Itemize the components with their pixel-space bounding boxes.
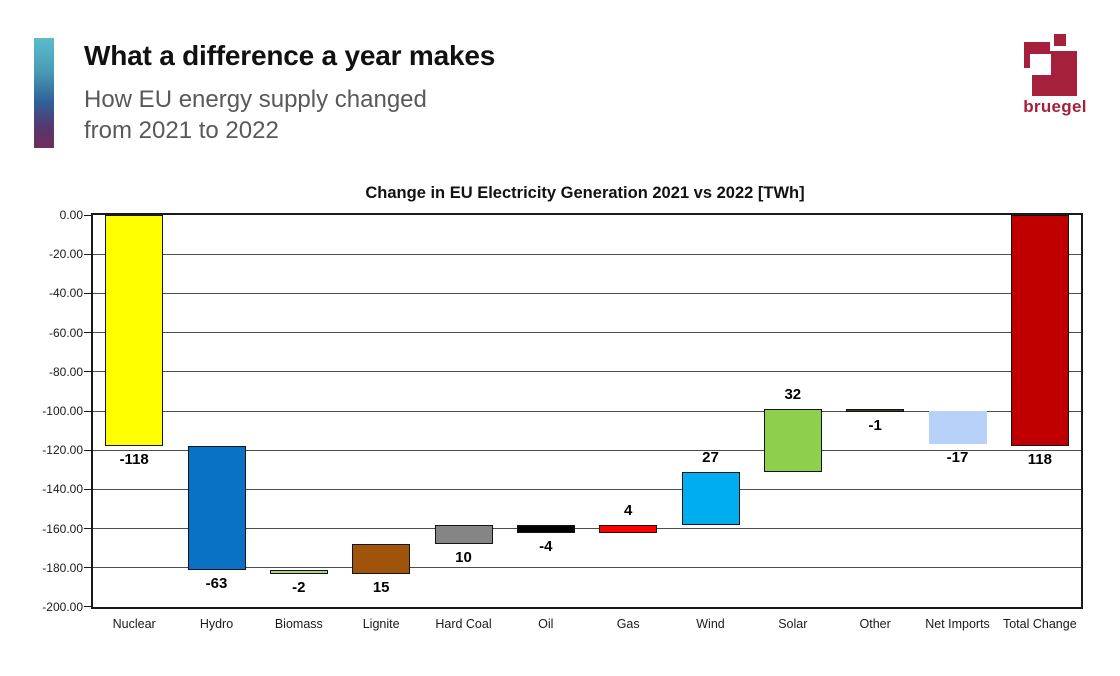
bar-value-label-hydro: -63 <box>205 574 228 592</box>
y-axis-label: -180.00 <box>42 560 83 575</box>
bar-hydro <box>187 446 246 570</box>
gridline <box>93 528 1081 530</box>
plot-area: 0.00 -20.00 -40.00 -60.00 -80.00 -100.00 -120.… <box>42 208 1083 631</box>
y-axis-tick <box>84 332 93 334</box>
bar-hard-coal <box>434 524 493 545</box>
bar-value-label-biomass: -2 <box>292 578 306 596</box>
bar-net-imports <box>928 411 987 445</box>
logo-square-small <box>1054 34 1066 46</box>
y-axis-tick <box>84 606 93 607</box>
bar-wind <box>681 471 740 525</box>
y-axis-label: -40.00 <box>48 286 83 301</box>
y-axis-tick <box>84 449 93 451</box>
x-axis-label-other: Other <box>859 617 891 631</box>
gridline <box>93 253 1081 255</box>
y-axis-label: -100.00 <box>42 404 83 418</box>
logo-square-notch <box>1030 54 1051 75</box>
bar-value-label-nuclear: -118 <box>119 451 149 469</box>
y-axis-tick <box>84 253 93 255</box>
x-axis-label-gas: Gas <box>616 617 640 631</box>
y-axis-tick <box>84 292 93 294</box>
bruegel-logo: bruegel <box>1018 33 1092 119</box>
page-subtitle-line2: from 2021 to 2022 <box>84 117 279 144</box>
bar-lignite <box>352 544 411 574</box>
bar-other <box>846 409 905 413</box>
y-axis-label: -160.00 <box>42 521 83 536</box>
y-axis-tick <box>84 371 93 373</box>
bar-total-change <box>1010 215 1069 447</box>
accent-gradient-bar <box>34 38 54 148</box>
bar-value-label-wind: 27 <box>702 448 719 466</box>
bar-value-label-lignite: 15 <box>372 578 390 596</box>
page-title: What a difference a year makes <box>84 40 496 71</box>
x-axis-label-hydro: Hydro <box>199 617 234 631</box>
bar-biomass <box>269 569 328 574</box>
gridline <box>93 371 1081 373</box>
x-axis-label-wind: Wind <box>696 617 725 631</box>
x-axis-label-hard-coal: Hard Coal <box>435 617 492 631</box>
x-axis-label-total-change: Total Change <box>1002 617 1077 631</box>
bar-gas <box>599 524 658 533</box>
y-axis-tick <box>84 488 93 490</box>
x-axis-label-net-imports: Net Imports <box>925 617 990 631</box>
bar-value-label-other: -1 <box>868 417 882 435</box>
y-axis-label: -200.00 <box>42 600 83 614</box>
y-axis-tick <box>84 410 93 412</box>
bar-value-label-gas: 4 <box>623 501 633 519</box>
bar-value-label-net-imports: -17 <box>946 449 969 467</box>
page-subtitle-line1: How EU energy supply changed <box>84 86 427 113</box>
y-axis-tick <box>84 528 93 530</box>
page-subtitle: How EU energy supply changed from 2021 t… <box>84 84 427 146</box>
gridline <box>93 410 1081 412</box>
y-axis-label: -20.00 <box>48 247 83 262</box>
y-axis-label: -120.00 <box>42 443 83 458</box>
y-axis-tick <box>84 215 93 216</box>
x-axis-label-nuclear: Nuclear <box>112 617 156 631</box>
x-axis-label-solar: Solar <box>778 617 808 631</box>
bar-oil <box>516 524 575 533</box>
logo-wordmark: bruegel <box>1023 97 1087 116</box>
y-axis-tick <box>84 567 93 569</box>
bar-value-label-hard-coal: 10 <box>455 549 472 567</box>
gridline <box>93 567 1081 569</box>
bar-nuclear <box>105 215 164 447</box>
gridline <box>93 488 1081 490</box>
x-axis-label-oil: Oil <box>538 617 554 631</box>
bar-value-label-total-change: 118 <box>1027 451 1052 469</box>
x-axis-label-lignite: Lignite <box>362 617 400 631</box>
y-axis-label: -80.00 <box>48 364 83 379</box>
chart-title: Change in EU Electricity Generation 2021… <box>365 184 805 202</box>
y-axis-label: -140.00 <box>42 482 83 497</box>
bar-value-label-oil: -4 <box>539 537 553 555</box>
y-axis-label: -60.00 <box>48 325 83 340</box>
gridline <box>93 449 1081 451</box>
gridline <box>93 292 1081 294</box>
y-axis-label: 0.00 <box>59 208 83 222</box>
x-axis-label-biomass: Biomass <box>274 617 323 631</box>
bar-value-label-solar: 32 <box>784 386 802 404</box>
bar-solar <box>763 409 822 472</box>
gridline <box>93 332 1081 334</box>
